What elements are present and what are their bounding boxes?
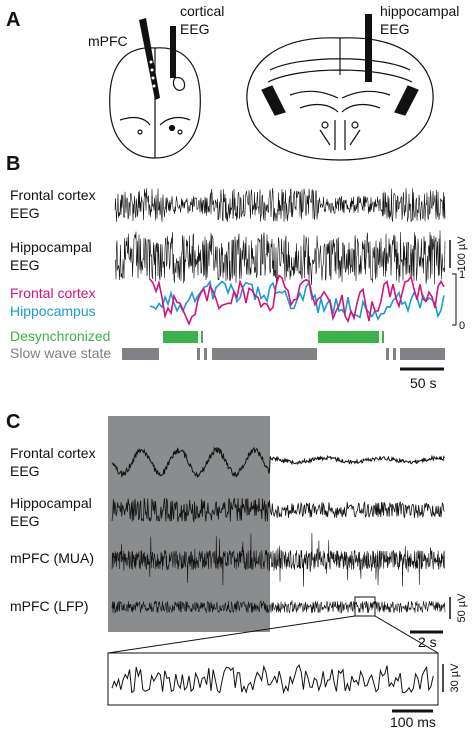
annotation: hippocampal bbox=[380, 3, 459, 19]
mua-trace bbox=[111, 532, 446, 587]
electrode-sites bbox=[149, 60, 156, 88]
scale-label: 50 µV bbox=[456, 593, 468, 623]
eeg-trace bbox=[114, 230, 446, 286]
legend-entry: Slow wave state bbox=[10, 345, 111, 361]
axis-label: 1 bbox=[459, 269, 465, 281]
lfp-trace bbox=[111, 599, 446, 614]
trace-label: EEG bbox=[10, 257, 40, 273]
annotation: mPFC bbox=[88, 33, 128, 49]
panel-label: B bbox=[6, 153, 20, 175]
trace-label: Hippocampal bbox=[10, 239, 92, 255]
legend-entry: Hippocampus bbox=[10, 303, 96, 319]
scale-label: 30 µV bbox=[449, 663, 461, 693]
scale-label: 50 s bbox=[410, 375, 436, 391]
trace-label: EEG bbox=[10, 513, 40, 529]
scale-label: 100 ms bbox=[390, 714, 436, 730]
coherence-trace bbox=[149, 274, 445, 326]
axis-label: 0 bbox=[459, 320, 465, 332]
scale-label: 100 µV bbox=[456, 236, 468, 272]
legend-entry: Frontal cortex bbox=[10, 285, 96, 301]
legend-entry: Desynchronized bbox=[10, 328, 110, 344]
trace-label: mPFC (LFP) bbox=[10, 598, 89, 614]
axis bbox=[452, 273, 457, 326]
inset-trace bbox=[111, 664, 434, 695]
annotation: EEG bbox=[380, 21, 410, 37]
highlight-region bbox=[108, 416, 270, 632]
panel-label: C bbox=[6, 411, 20, 433]
scale-label: 2 s bbox=[418, 634, 437, 650]
eeg-trace bbox=[111, 446, 445, 479]
trace-label: mPFC (MUA) bbox=[10, 550, 94, 566]
brain-sections bbox=[109, 37, 434, 161]
state-bars bbox=[122, 331, 445, 360]
trace-label: Hippocampal bbox=[10, 495, 92, 511]
annotation: cortical bbox=[180, 3, 224, 19]
trace-label: Frontal cortex bbox=[10, 187, 96, 203]
electrodes bbox=[139, 14, 372, 100]
trace-label: Frontal cortex bbox=[10, 445, 96, 461]
panel-label: A bbox=[6, 9, 20, 31]
eeg-trace bbox=[114, 188, 446, 223]
trace-label: EEG bbox=[10, 463, 40, 479]
eeg-trace bbox=[111, 497, 445, 523]
trace-label: EEG bbox=[10, 205, 40, 221]
annotation: EEG bbox=[180, 21, 210, 37]
